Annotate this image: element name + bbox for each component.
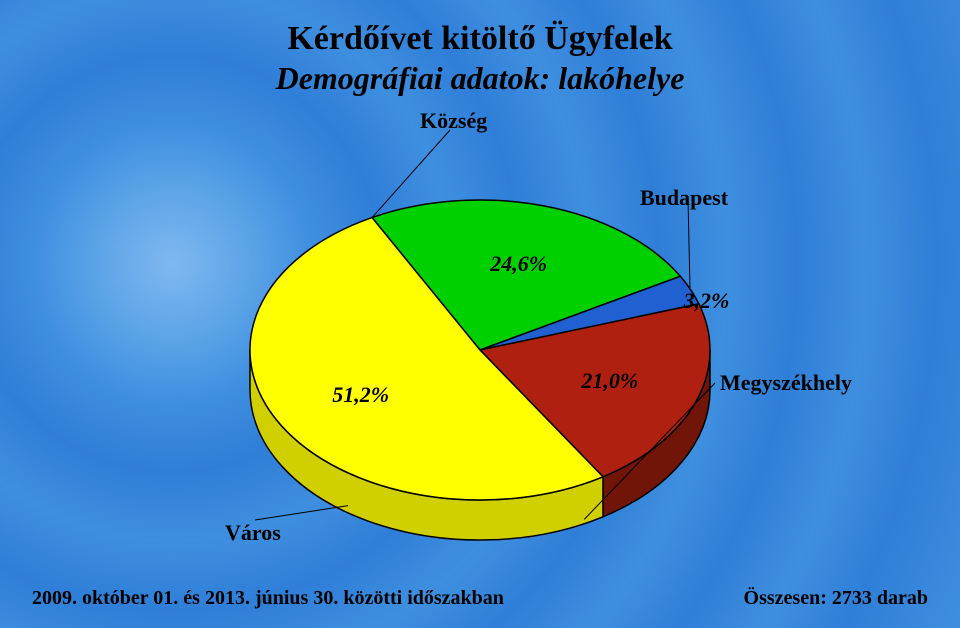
slice-label-község: Község <box>420 108 487 134</box>
title-line2: Demográfiai adatok: lakóhelye <box>0 60 960 97</box>
slice-label-megyszékhely: Megyszékhely <box>720 370 852 396</box>
pct-label-város: 51,2% <box>332 382 389 408</box>
leader-város <box>255 506 348 520</box>
footer-left: 2009. október 01. és 2013. június 30. kö… <box>32 587 504 610</box>
pct-label-megyszékhely: 21,0% <box>581 368 638 394</box>
leader-budapest <box>688 198 690 289</box>
pie-chart: 24,6% 3,2% 21,0% 51,2% Község Budapest Megyszé… <box>0 100 960 570</box>
slice-label-város: Város <box>225 520 281 546</box>
title-line1: Kérdőívet kitöltő Ügyfelek <box>0 20 960 58</box>
footer-right: Összesen: 2733 darab <box>744 587 928 610</box>
pie-chart-svg <box>0 100 960 570</box>
pct-label-község: 24,6% <box>490 251 547 277</box>
pct-label-budapest: 3,2% <box>684 288 730 314</box>
slice-label-budapest: Budapest <box>640 185 728 211</box>
slide: Kérdőívet kitöltő Ügyfelek Demográfiai a… <box>0 0 960 628</box>
